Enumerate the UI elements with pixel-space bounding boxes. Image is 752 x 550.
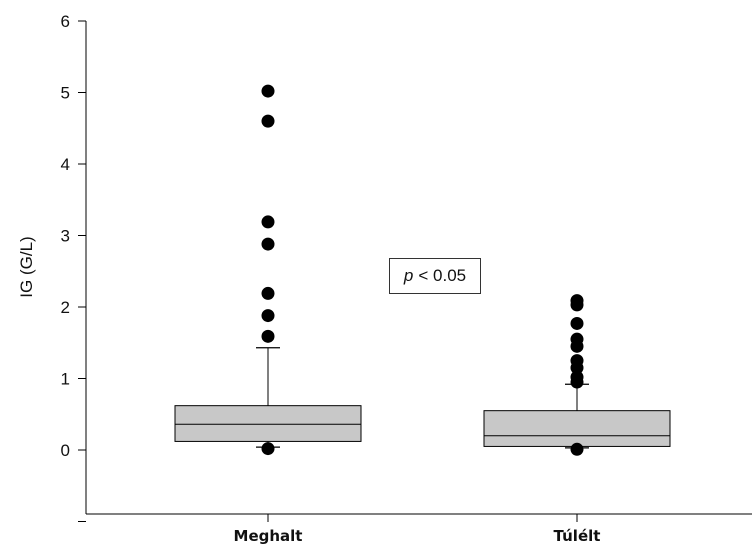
outlier-point xyxy=(261,329,275,343)
y-tick-label: 4 xyxy=(61,155,70,174)
outlier-point xyxy=(570,442,584,456)
outlier-point xyxy=(570,370,584,384)
outlier-point xyxy=(261,286,275,300)
outlier-point xyxy=(261,215,275,229)
outlier-point xyxy=(570,354,584,368)
y-tick-label: 6 xyxy=(61,12,70,31)
box-túlélt xyxy=(483,294,671,456)
outlier-point xyxy=(261,237,275,251)
iqr-box xyxy=(483,410,671,447)
outlier-point xyxy=(261,309,275,323)
y-axis: 0 1 2 3 4 5 6 xyxy=(61,12,87,522)
y-tick-label: 2 xyxy=(61,298,70,317)
y-tick-label: 3 xyxy=(61,227,70,246)
p-value-text: < 0.05 xyxy=(418,266,467,285)
box-meghalt xyxy=(174,84,362,456)
outlier-point xyxy=(570,294,584,308)
y-axis-label: IG (G/L) xyxy=(17,236,36,297)
outlier-point xyxy=(570,332,584,346)
y-tick-label: 5 xyxy=(61,84,70,103)
box-series xyxy=(174,84,671,456)
outlier-point xyxy=(570,316,584,330)
iqr-box xyxy=(174,405,362,442)
x-tick-label-1: Túlélt xyxy=(554,527,601,545)
x-axis: Meghalt Túlélt xyxy=(86,513,752,545)
x-tick-label-0: Meghalt xyxy=(234,527,303,545)
outlier-point xyxy=(261,84,275,98)
outlier-point xyxy=(261,114,275,128)
y-tick-label: 1 xyxy=(61,370,70,389)
outlier-point xyxy=(261,442,275,456)
p-value-symbol: p xyxy=(403,266,414,285)
y-tick-label: 0 xyxy=(61,441,70,460)
p-value-annotation: p < 0.05 xyxy=(389,258,481,294)
